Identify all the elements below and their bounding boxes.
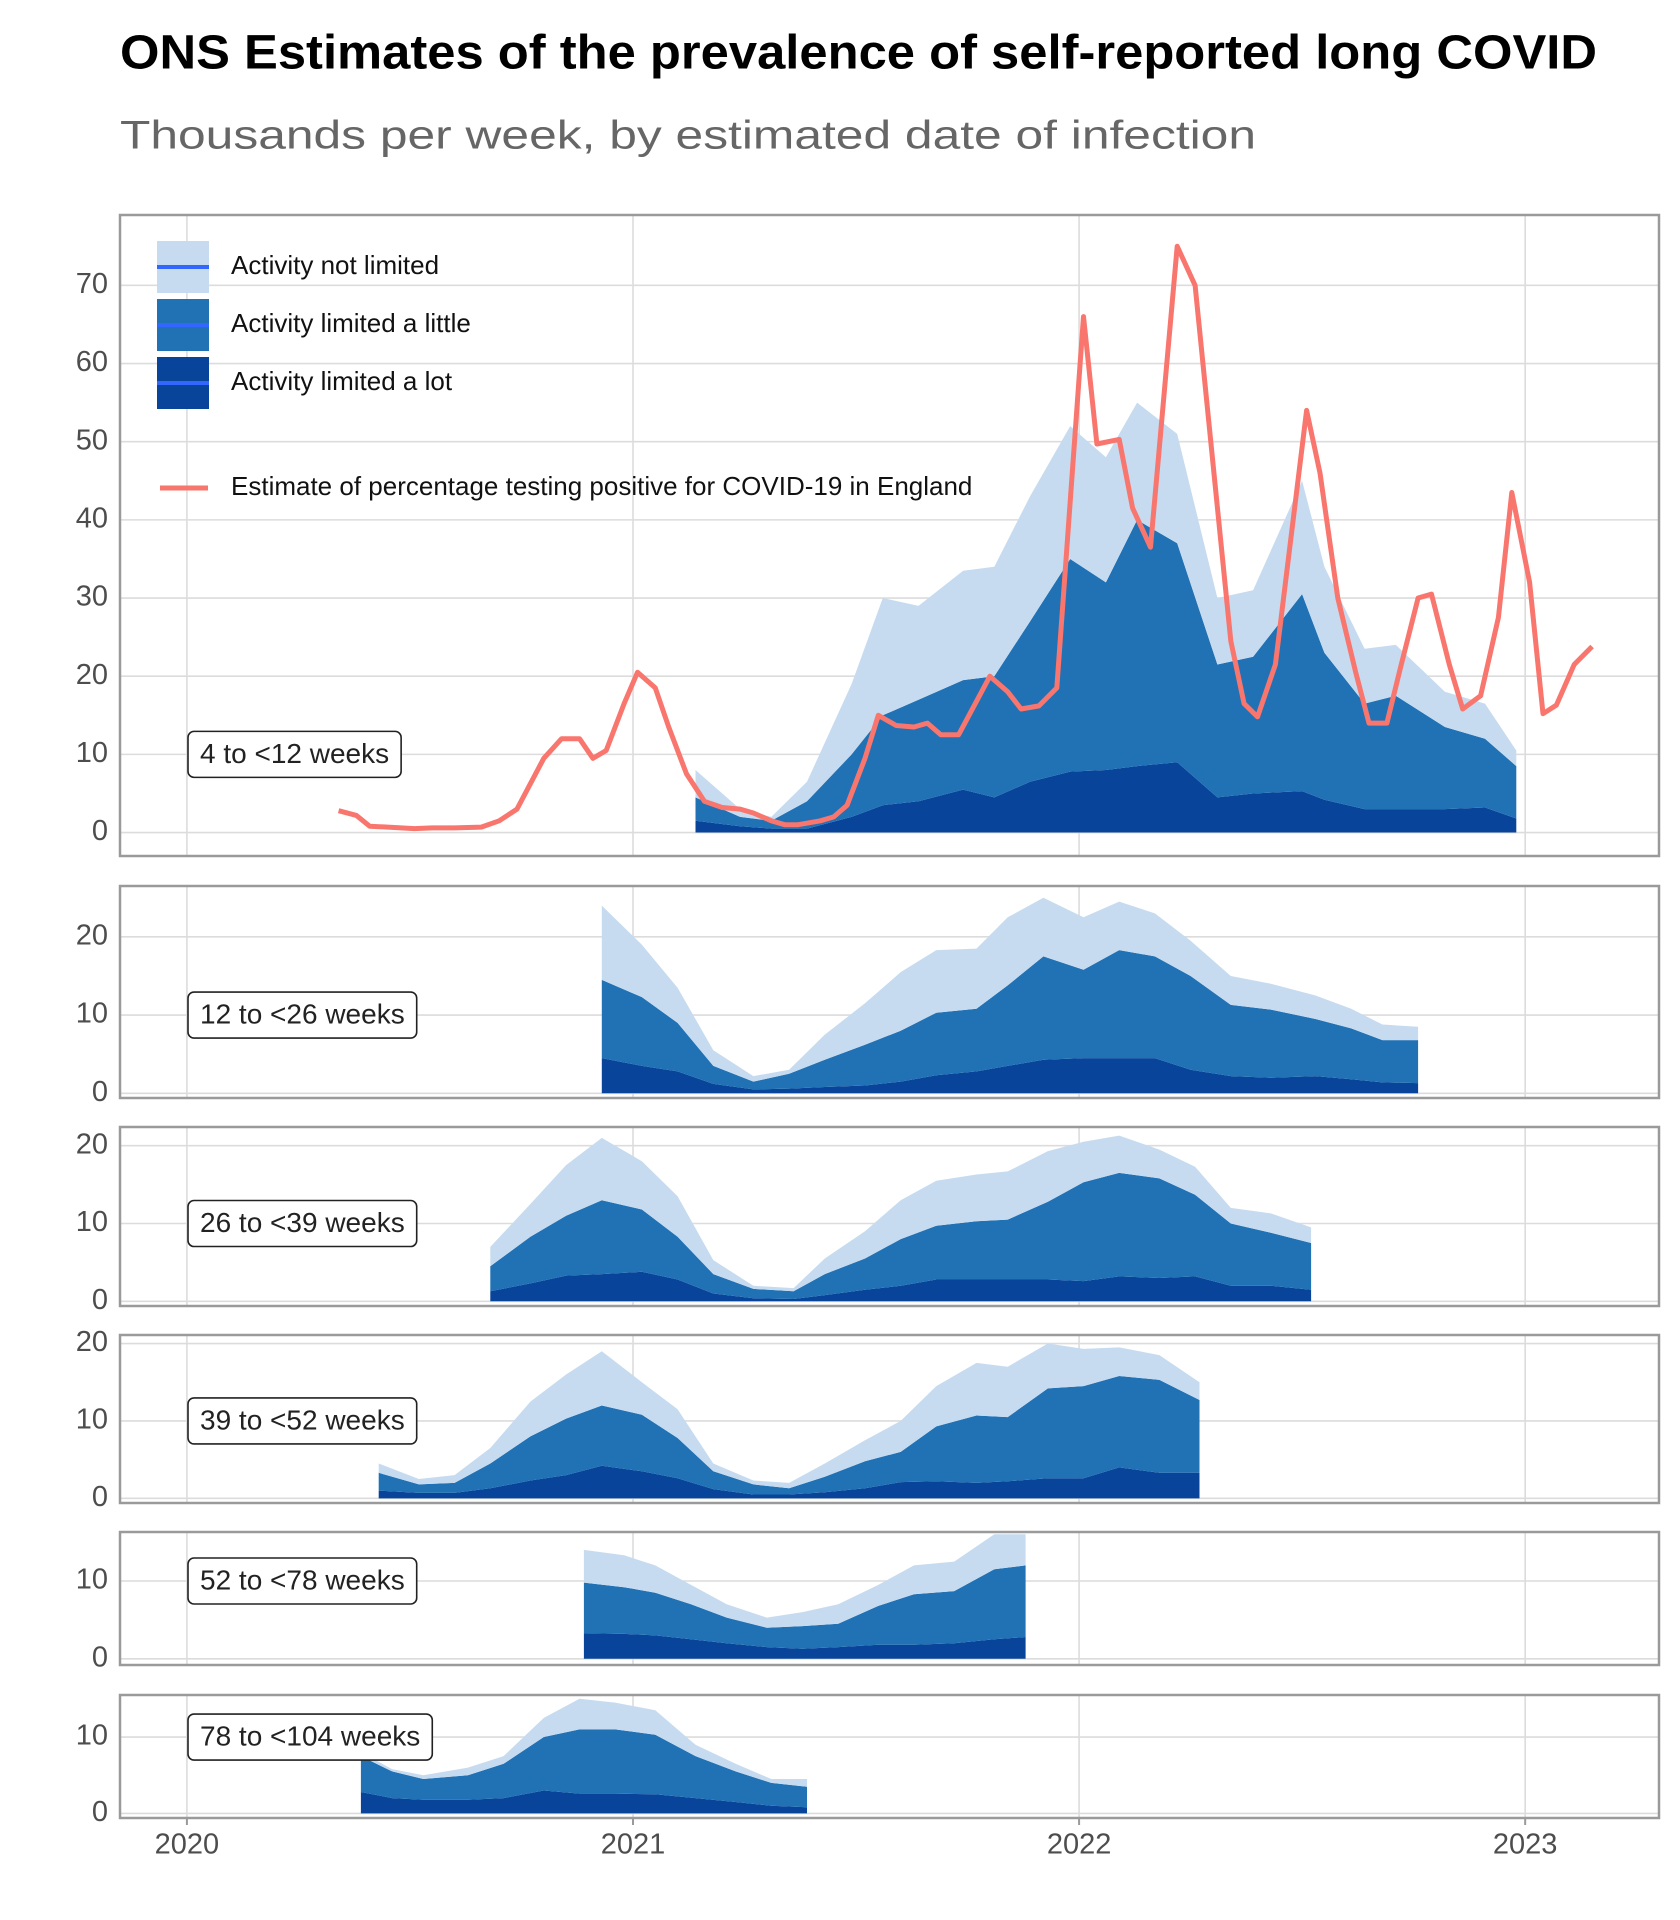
facet-label: 12 to <26 weeks — [187, 991, 418, 1039]
line — [337, 243, 1594, 832]
area — [490, 1135, 1312, 1292]
facet-label-text: 4 to <12 weeks — [200, 738, 389, 769]
y-tick-label: 0 — [92, 1796, 108, 1828]
facet-label: 52 to <78 weeks — [187, 1557, 418, 1605]
panel-frame — [118, 1125, 1661, 1308]
panel-frame — [118, 1333, 1661, 1505]
area — [378, 1376, 1200, 1495]
area — [360, 1698, 807, 1787]
legend-label: Estimate of percentage testing positive … — [231, 471, 972, 501]
legend-label: Activity limited a little — [231, 308, 471, 338]
y-tick-label: 10 — [76, 1404, 108, 1436]
x-tick-label: 2021 — [601, 1829, 666, 1861]
panel — [120, 886, 1659, 1098]
area — [378, 1343, 1200, 1489]
x-tick-label: 2020 — [155, 1829, 220, 1861]
legend-label: Activity not limited — [231, 250, 439, 280]
panel-frame — [118, 1693, 1661, 1820]
area — [583, 1633, 1026, 1659]
area — [601, 950, 1419, 1090]
area — [601, 897, 1419, 1082]
facet-label: 26 to <39 weeks — [187, 1199, 418, 1248]
facet-label-box — [187, 1199, 418, 1248]
y-tick-label: 60 — [76, 346, 108, 378]
y-tick-label: 40 — [76, 503, 108, 535]
y-tick-label: 10 — [76, 1720, 108, 1752]
y-tick-label: 20 — [76, 659, 108, 691]
facet-label-text: 12 to <26 weeks — [200, 998, 405, 1029]
area — [583, 1534, 1026, 1628]
facet-label-box — [187, 1713, 434, 1761]
y-tick-label: 10 — [76, 1564, 108, 1596]
y-tick-label: 70 — [76, 268, 108, 300]
y-tick-label: 20 — [76, 1326, 108, 1358]
facet-label: 78 to <104 weeks — [187, 1713, 434, 1761]
area — [360, 1729, 807, 1808]
y-tick-label: 0 — [92, 1284, 108, 1316]
facet-label-box — [187, 991, 418, 1039]
facet-label-box — [187, 1397, 418, 1445]
area — [360, 1790, 807, 1814]
y-tick-label: 10 — [76, 737, 108, 769]
legend-label: Activity limited a lot — [231, 366, 453, 396]
chart-subtitle: Thousands per week, by estimated date of… — [120, 114, 1256, 158]
y-tick-label: 0 — [92, 1076, 108, 1108]
area — [378, 1465, 1200, 1499]
area — [695, 762, 1517, 833]
area — [583, 1565, 1026, 1649]
y-tick-label: 20 — [76, 1128, 108, 1160]
facet-label-box — [187, 730, 402, 779]
area — [695, 519, 1517, 829]
facet-label: 39 to <52 weeks — [187, 1397, 418, 1445]
y-tick-label: 50 — [76, 424, 108, 456]
y-tick-label: 10 — [76, 998, 108, 1030]
facet-label-text: 26 to <39 weeks — [200, 1207, 405, 1238]
facet-label-text: 39 to <52 weeks — [200, 1404, 405, 1435]
y-tick-label: 0 — [92, 815, 108, 847]
chart-title: ONS Estimates of the prevalence of self-… — [120, 27, 1597, 80]
x-tick-label: 2022 — [1047, 1829, 1112, 1861]
y-tick-label: 10 — [76, 1206, 108, 1238]
x-tick-label: 2023 — [1493, 1829, 1558, 1861]
y-tick-label: 0 — [92, 1481, 108, 1513]
panel-frame — [118, 1530, 1661, 1667]
panel — [120, 1695, 1659, 1818]
area — [695, 402, 1517, 821]
panel-frame — [118, 213, 1661, 858]
panel — [120, 1127, 1659, 1306]
y-tick-label: 30 — [76, 581, 108, 613]
area — [601, 1058, 1419, 1094]
facet-label: 4 to <12 weeks — [187, 730, 402, 779]
y-tick-label: 0 — [92, 1641, 108, 1673]
facet-label-box — [187, 1557, 418, 1605]
area — [490, 1172, 1312, 1299]
area — [490, 1271, 1312, 1302]
facet-label-text: 78 to <104 weeks — [200, 1720, 420, 1751]
facet-label-text: 52 to <78 weeks — [200, 1564, 405, 1595]
y-tick-label: 20 — [76, 920, 108, 952]
panel-frame — [118, 884, 1661, 1100]
